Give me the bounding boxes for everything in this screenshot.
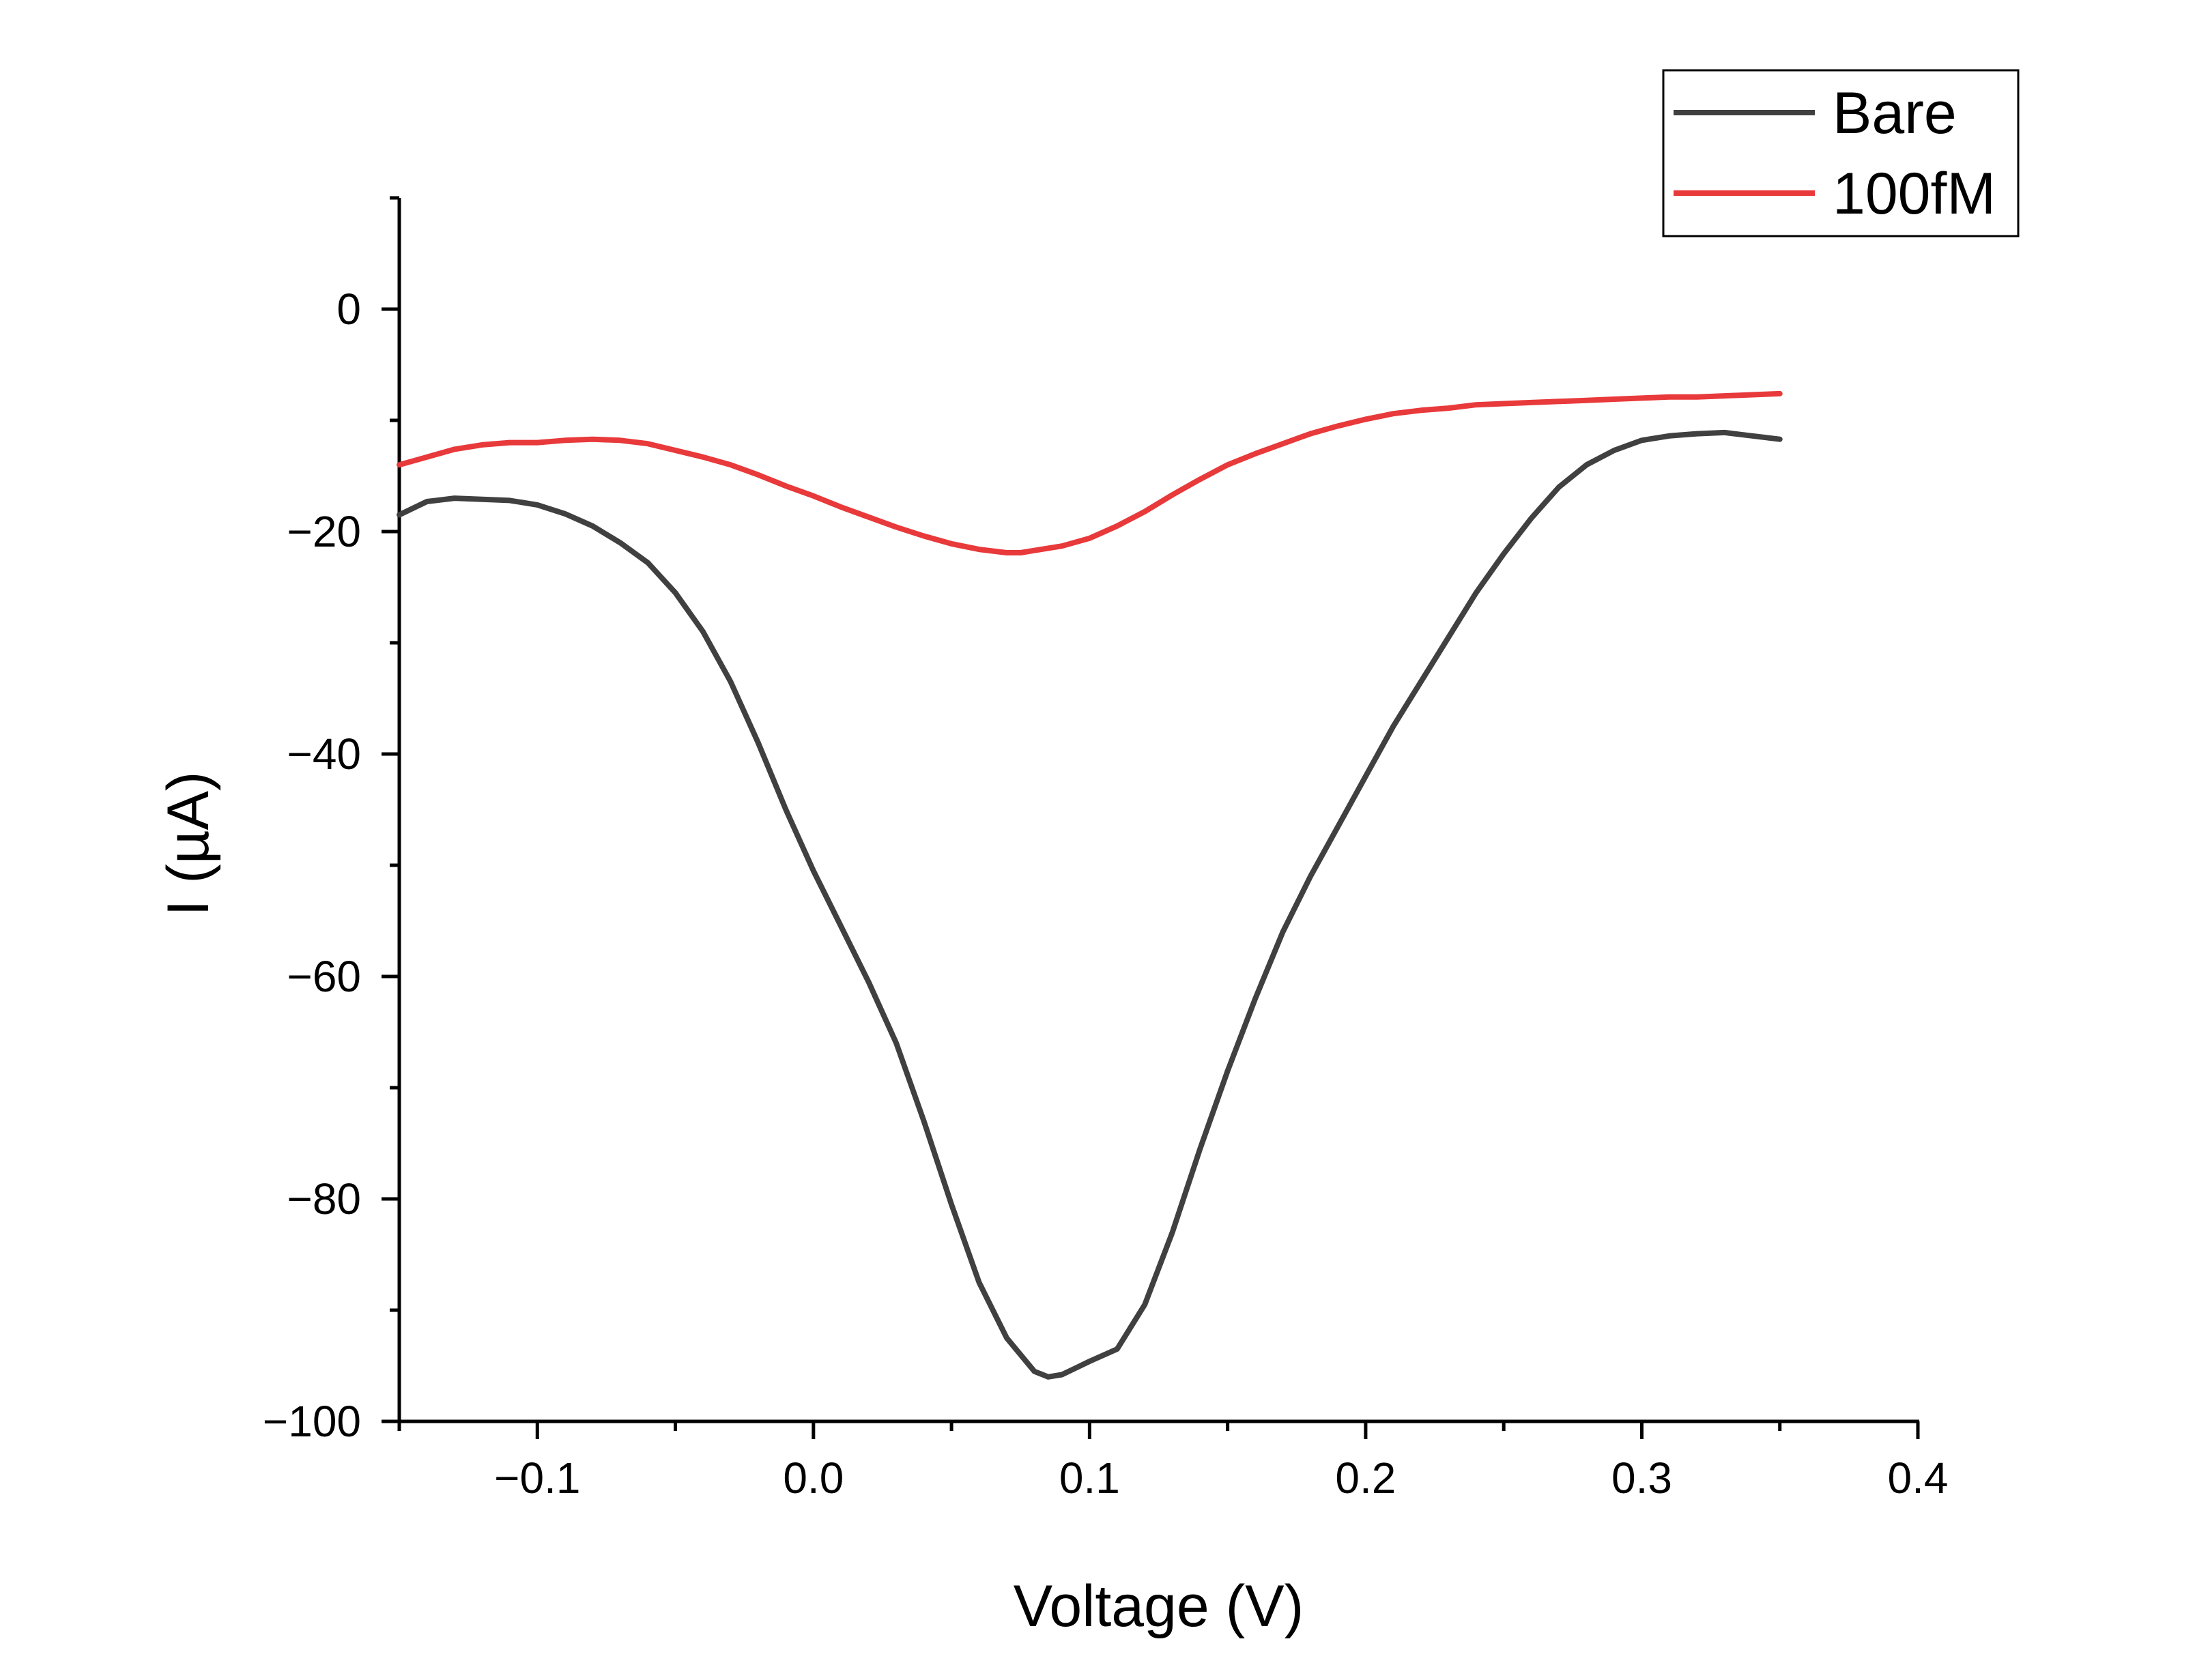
legend-label-1: 100fM [1833, 161, 1996, 227]
x-tick-label: 0.2 [1335, 1453, 1396, 1503]
x-tick-label: 0.0 [783, 1453, 844, 1503]
y-tick-label: 0 [336, 285, 361, 334]
x-tick-label: 0.1 [1059, 1453, 1120, 1503]
series-line-0 [397, 429, 1783, 1380]
y-tick-label: −100 [263, 1397, 361, 1446]
y-tick-label: −80 [287, 1174, 361, 1223]
y-tick-label: −20 [287, 507, 361, 556]
x-tick-label: 0.4 [1888, 1453, 1949, 1503]
y-axis-ticks: 0 −20 −40 −60 −80 −100 [263, 196, 399, 1446]
legend-label-0: Bare [1833, 81, 1957, 146]
y-tick-label: −40 [287, 729, 361, 779]
plot-area: −0.1 0.0 0.1 0.2 0.3 0.4 0 −20 −40 −60 −80 −100 [263, 196, 1949, 1503]
series-line-1 [397, 390, 1783, 555]
x-axis-ticks: −0.1 0.0 0.1 0.2 0.3 0.4 [397, 1421, 1949, 1503]
legend-items: Bare 100fM [1674, 81, 1996, 227]
y-tick-label: −60 [287, 952, 361, 1001]
x-tick-label: 0.3 [1611, 1453, 1672, 1503]
x-axis-title: Voltage (V) [1014, 1574, 1304, 1639]
y-axis-title: I (µA) [156, 772, 221, 916]
x-tick-label: −0.1 [494, 1453, 580, 1503]
legend: Bare 100fM [1662, 69, 2020, 237]
legend-box [1662, 69, 2020, 237]
series-layer [397, 390, 1783, 1380]
